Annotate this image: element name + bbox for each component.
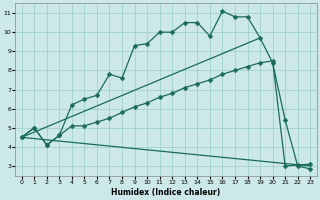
X-axis label: Humidex (Indice chaleur): Humidex (Indice chaleur) [111, 188, 220, 197]
